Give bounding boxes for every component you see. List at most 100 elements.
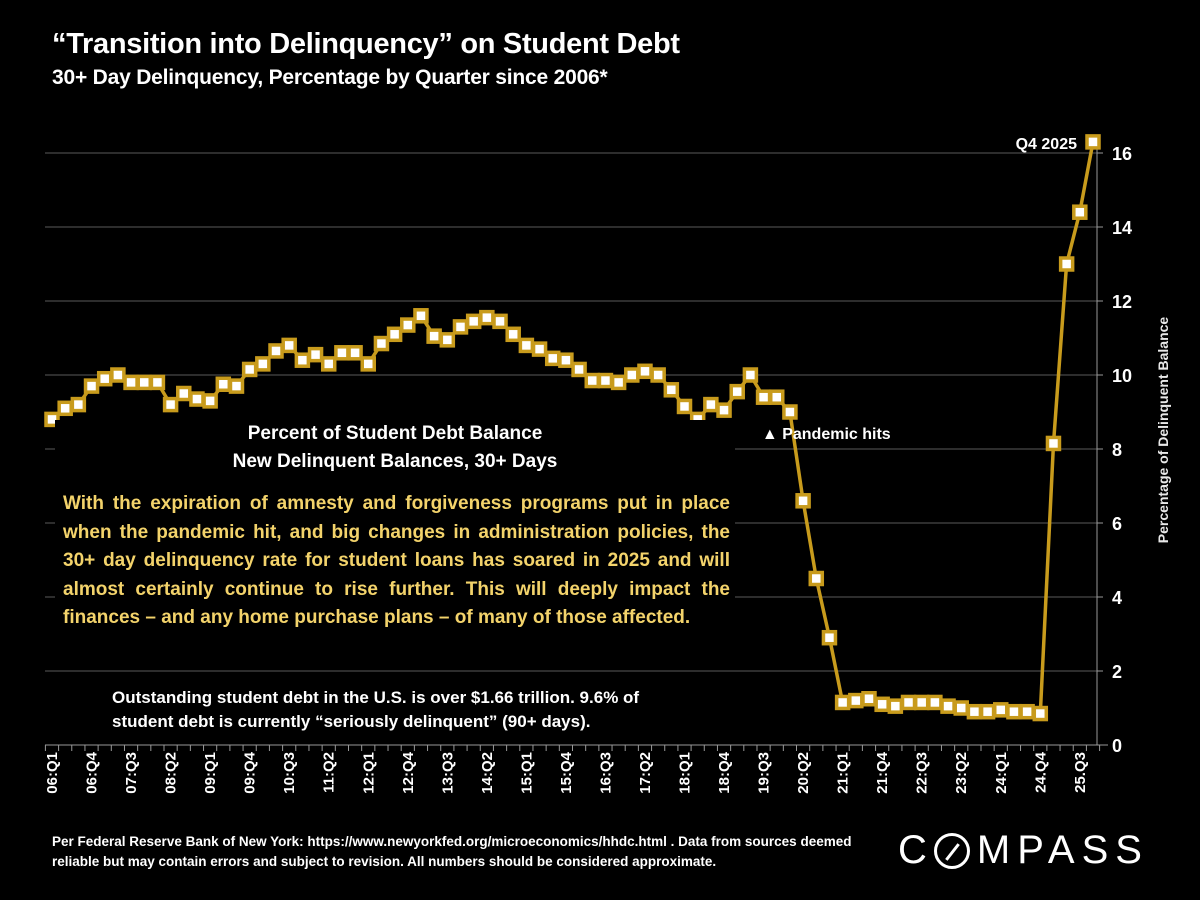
data-point-marker — [597, 372, 614, 389]
data-point-marker — [176, 385, 192, 402]
data-point-marker — [136, 374, 152, 391]
data-point-marker — [373, 335, 390, 352]
x-tick-label: 18:Q4 — [716, 751, 733, 793]
data-point-marker — [979, 703, 996, 720]
x-tick-label: 06:Q1 — [44, 752, 61, 794]
y-tick-label: 4 — [1112, 588, 1122, 608]
data-point-marker — [1085, 134, 1101, 150]
data-point-marker — [637, 363, 653, 380]
x-tick-label: 25.Q3 — [1072, 752, 1089, 793]
data-point-marker — [624, 367, 640, 383]
data-point-marker — [518, 337, 535, 354]
data-point-marker — [703, 396, 719, 413]
y-tick-label: 0 — [1112, 736, 1122, 756]
data-point-marker — [993, 702, 1009, 718]
x-tick-label: 10:Q3 — [281, 752, 298, 794]
data-point-marker — [834, 694, 851, 711]
data-point-marker — [663, 382, 680, 398]
box-body-text: With the expiration of amnesty and forgi… — [63, 493, 730, 628]
data-point-marker — [861, 691, 877, 707]
data-point-marker — [676, 398, 693, 415]
data-point-marker — [940, 698, 956, 714]
data-point-marker — [966, 703, 983, 720]
data-point-marker — [1006, 703, 1022, 720]
data-point-marker — [505, 326, 521, 343]
data-point-marker — [386, 326, 403, 343]
data-point-marker — [558, 352, 574, 368]
data-point-marker — [228, 378, 245, 394]
data-point-marker — [571, 361, 587, 378]
compass-o-icon — [933, 832, 970, 869]
x-tick-label: 15:Q1 — [518, 752, 535, 794]
x-tick-label: 18:Q1 — [677, 752, 694, 794]
logo-text-rest: MPASS — [976, 828, 1149, 872]
data-point-marker — [479, 309, 495, 326]
data-point-marker — [347, 345, 363, 361]
data-point-marker — [83, 378, 100, 394]
data-point-marker — [1045, 435, 1062, 452]
chart-subtitle: 30+ Day Delinquency, Percentage by Quart… — [52, 66, 608, 89]
data-point-marker — [255, 356, 271, 372]
data-point-marker — [320, 356, 337, 372]
y-tick-labels: 0 2 4 6 8 10 12 14 16 — [1112, 144, 1132, 756]
data-point-marker — [544, 350, 561, 367]
data-point-marker — [281, 337, 297, 354]
data-point-marker — [755, 389, 772, 405]
data-point-marker — [1072, 204, 1088, 220]
data-point-marker — [742, 367, 759, 383]
data-point-marker — [70, 396, 87, 413]
data-point-marker — [96, 370, 113, 387]
axes — [44, 140, 1108, 751]
outstanding-debt-note: Outstanding student debt in the U.S. is … — [112, 686, 692, 734]
data-point-marker — [189, 391, 205, 407]
data-point-marker — [913, 694, 930, 711]
annotation-label: ▲ Pandemic hits — [762, 426, 891, 443]
data-point-marker — [610, 374, 627, 391]
source-footer: Per Federal Reserve Bank of New York: ht… — [52, 834, 852, 869]
y-tick-label: 16 — [1112, 144, 1132, 164]
x-tick-label: 14:Q2 — [479, 752, 496, 794]
x-tick-label: 23:Q2 — [953, 752, 970, 794]
y-axis-title: Percentage of Delinquent Balance — [1155, 317, 1171, 544]
data-point-marker — [360, 356, 377, 372]
x-tick-label: 12:Q4 — [400, 751, 417, 793]
x-tick-label: 11:Q2 — [321, 752, 338, 793]
data-point-marker — [439, 332, 456, 348]
x-tick-label: 19:Q3 — [756, 752, 773, 794]
data-point-marker — [215, 376, 232, 392]
data-point-marker — [307, 346, 324, 363]
data-point-marker — [57, 400, 73, 417]
data-point-marker — [492, 313, 508, 330]
x-tick-label: 24:Q1 — [993, 752, 1010, 794]
data-point-marker — [1032, 705, 1049, 722]
x-tick-label: 24.Q4 — [1032, 751, 1049, 793]
y-tick-label: 12 — [1112, 292, 1132, 312]
y-tick-label: 6 — [1112, 514, 1122, 534]
annotations: Q4 2025 ▲ Pandemic hits — [762, 136, 1077, 443]
data-point-marker — [426, 328, 442, 344]
x-tick-label: 13:Q3 — [439, 752, 456, 794]
data-point-marker — [716, 402, 732, 418]
data-point-marker — [413, 308, 429, 324]
x-tick-label: 08:Q2 — [163, 752, 180, 794]
x-tick-label: 20:Q2 — [795, 752, 812, 794]
x-tick-label: 09:Q4 — [242, 751, 259, 793]
x-tick-label: 06:Q4 — [84, 751, 101, 793]
data-point-marker — [149, 374, 166, 391]
x-tick-label: 17:Q2 — [637, 752, 654, 794]
y-tick-label: 8 — [1112, 440, 1122, 460]
data-point-marker — [584, 372, 601, 389]
data-point-marker — [110, 367, 126, 383]
y-tick-label: 14 — [1112, 218, 1132, 238]
x-tick-label: 16:Q3 — [597, 752, 614, 794]
data-point-marker — [202, 393, 218, 409]
data-point-marker — [887, 698, 904, 714]
commentary-box: Percent of Student Debt Balance New Deli… — [55, 420, 735, 670]
data-point-marker — [241, 361, 258, 378]
data-point-marker — [334, 345, 350, 361]
data-point-marker — [294, 352, 311, 368]
data-point-marker — [953, 700, 969, 716]
data-point-marker — [782, 404, 798, 420]
data-point-marker — [927, 694, 943, 711]
data-point-marker — [808, 570, 825, 587]
